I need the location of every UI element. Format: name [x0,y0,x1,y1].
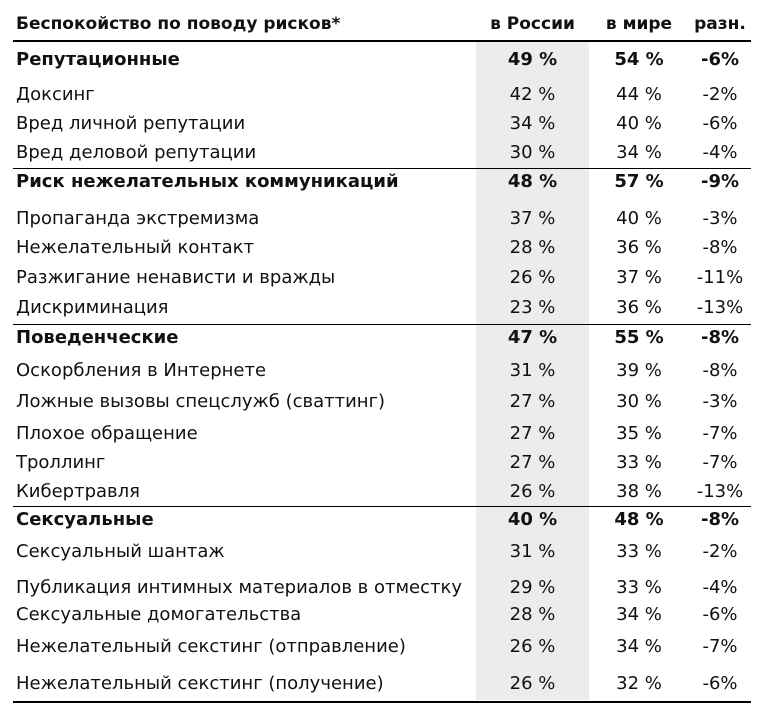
value-world: 33 % [616,577,662,598]
value-diff: -8% [700,327,740,348]
value-world: 39 % [616,360,662,381]
value-diff: -7% [702,636,738,657]
row-label: Разжигание ненависти и вражды [16,267,336,288]
value-world: 34 % [616,604,662,625]
value-russia: 49 % [507,49,558,70]
group-divider [13,324,751,325]
row-label: Доксинг [16,84,95,105]
value-russia: 40 % [507,509,558,530]
value-world: 36 % [616,237,662,258]
row-label: Плохое обращение [16,423,198,444]
value-russia: 27 % [509,423,556,444]
row-label: Сексуальные домогательства [16,604,302,625]
value-diff: -7% [702,423,738,444]
value-russia: 28 % [509,604,556,625]
row-label: Оскорбления в Интернете [16,360,267,381]
value-russia: 42 % [509,84,556,105]
row-label: Дискриминация [16,297,169,318]
group-divider [13,506,751,507]
value-world: 33 % [616,541,662,562]
value-diff: -6% [702,673,738,694]
value-russia: 26 % [509,481,556,502]
value-world: 38 % [616,481,662,502]
value-world: 30 % [616,391,662,412]
value-diff: -4% [702,142,738,163]
row-label: Репутационные [16,49,180,70]
row-label: Сексуальные [16,509,154,530]
header-world: в мире [605,14,673,34]
value-russia: 29 % [509,577,556,598]
value-diff: -2% [702,84,738,105]
header-divider [13,40,751,42]
value-diff: -2% [702,541,738,562]
value-world: 36 % [616,297,662,318]
value-russia: 30 % [509,142,556,163]
value-russia: 26 % [509,673,556,694]
value-world: 55 % [614,327,664,348]
value-russia: 27 % [509,391,556,412]
value-russia: 37 % [509,208,556,229]
value-diff: -11% [696,267,744,288]
row-label: Риск нежелательных коммуникаций [16,171,399,192]
row-label: Публикация интимных материалов в отместк… [16,577,463,598]
value-diff: -8% [700,509,740,530]
row-label: Сексуальный шантаж [16,541,225,562]
value-russia: 23 % [509,297,556,318]
row-label: Нежелательный контакт [16,237,255,258]
value-diff: -4% [702,577,738,598]
row-label: Вред личной репутации [16,113,246,134]
row-label: Поведенческие [16,327,179,348]
header-russia: в России [490,14,575,34]
row-label: Кибертравля [16,481,140,502]
value-world: 48 % [614,509,664,530]
value-world: 34 % [616,142,662,163]
value-world: 37 % [616,267,662,288]
value-russia: 26 % [509,636,556,657]
value-world: 40 % [616,208,662,229]
value-diff: -6% [700,49,740,70]
value-world: 34 % [616,636,662,657]
group-divider [13,168,751,169]
row-label: Троллинг [16,452,106,473]
value-russia: 48 % [507,171,558,192]
value-world: 44 % [616,84,662,105]
value-russia: 27 % [509,452,556,473]
value-russia: 34 % [509,113,556,134]
header-diff: разн. [694,14,746,34]
value-world: 57 % [614,171,664,192]
value-diff: -8% [702,360,738,381]
value-diff: -3% [702,208,738,229]
value-world: 32 % [616,673,662,694]
value-world: 35 % [616,423,662,444]
value-diff: -13% [696,481,744,502]
row-label: Ложные вызовы спецслужб (сваттинг) [16,391,386,412]
value-diff: -6% [702,113,738,134]
value-world: 54 % [614,49,664,70]
row-label: Нежелательный секстинг (отправление) [16,636,406,657]
value-russia: 31 % [509,541,556,562]
row-label: Вред деловой репутации [16,142,257,163]
value-diff: -8% [702,237,738,258]
row-label: Нежелательный секстинг (получение) [16,673,384,694]
value-diff: -3% [702,391,738,412]
value-russia: 31 % [509,360,556,381]
value-russia: 26 % [509,267,556,288]
value-russia: 47 % [507,327,558,348]
value-world: 40 % [616,113,662,134]
value-world: 33 % [616,452,662,473]
value-diff: -6% [702,604,738,625]
row-label: Пропаганда экстремизма [16,208,260,229]
value-diff: -13% [696,297,744,318]
value-russia: 28 % [509,237,556,258]
value-diff: -7% [702,452,738,473]
russia-column-shading [476,42,589,700]
bottom-divider [13,701,751,703]
header-title: Беспокойство по поводу рисков* [16,14,341,34]
value-diff: -9% [700,171,740,192]
